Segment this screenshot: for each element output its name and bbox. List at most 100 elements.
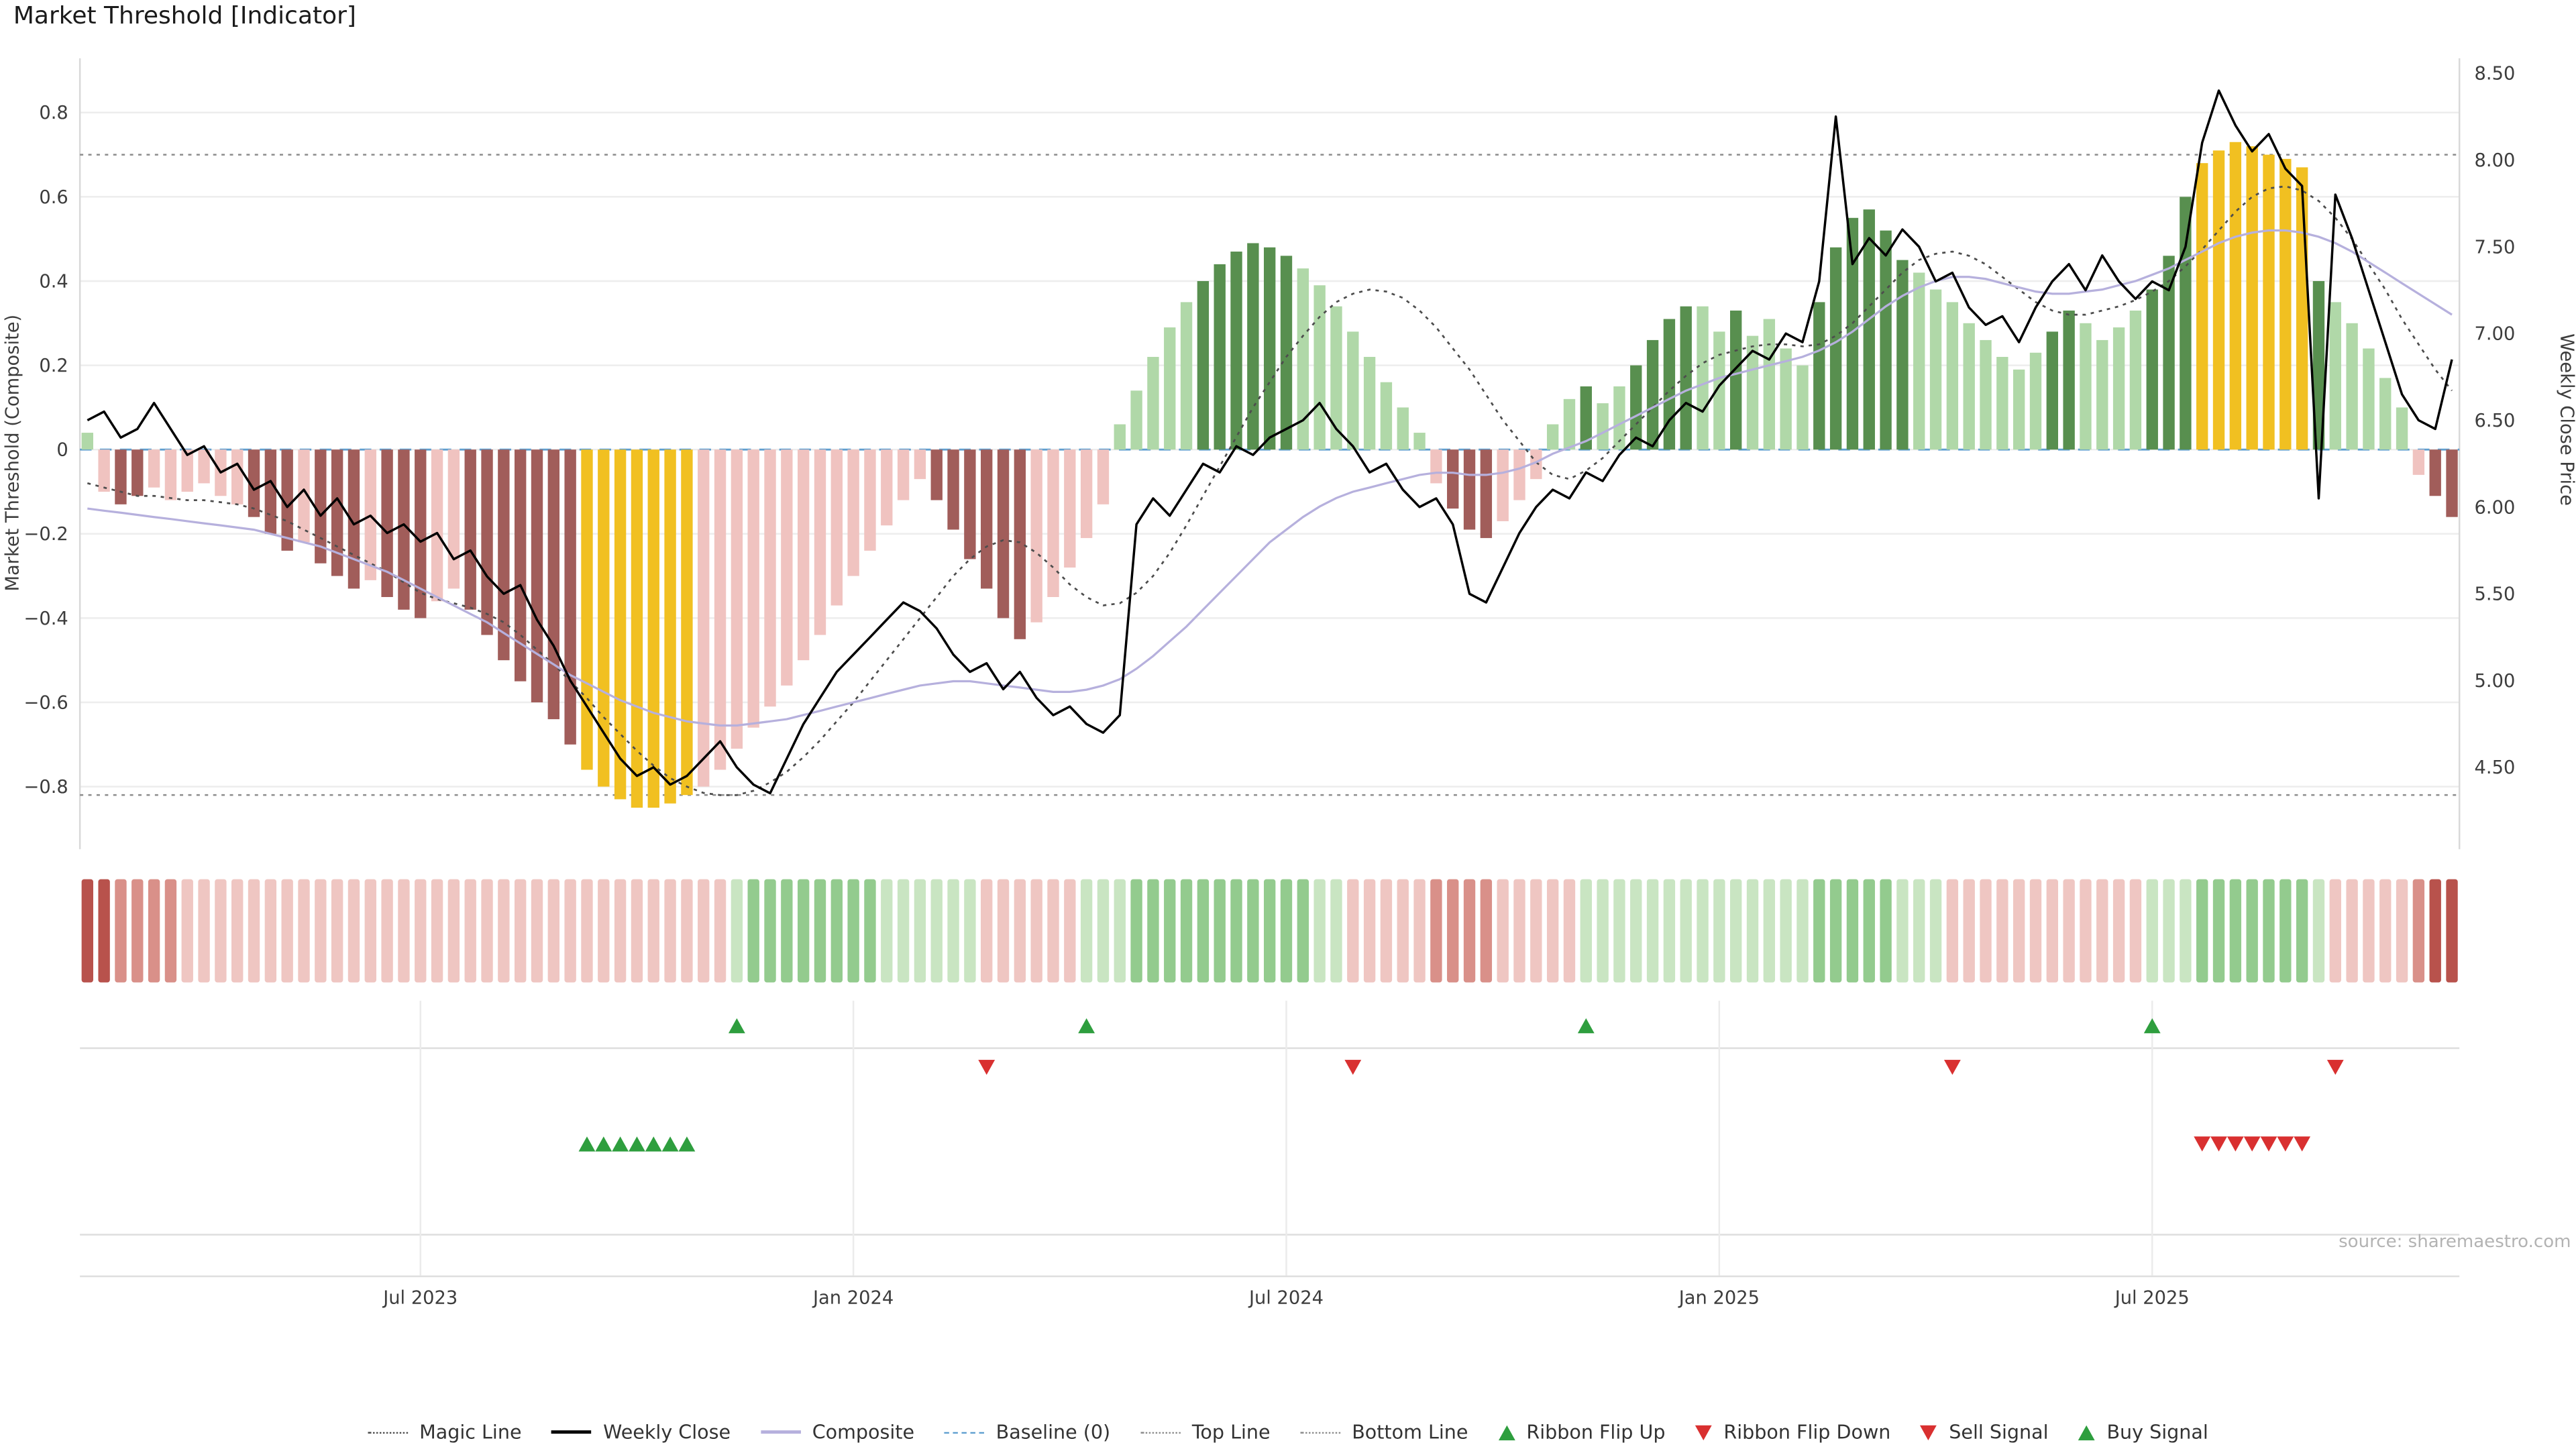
ribbon-cell bbox=[2212, 879, 2225, 983]
threshold-bar bbox=[1796, 365, 1809, 450]
ribbon-cell bbox=[1047, 879, 1059, 983]
ribbon-cell bbox=[1896, 879, 1909, 983]
buy-signal-marker bbox=[678, 1136, 696, 1152]
left-axis-title: Market Threshold (Composite) bbox=[2, 315, 23, 592]
ribbon-cell bbox=[2346, 879, 2358, 983]
threshold-bar bbox=[1030, 449, 1042, 623]
ribbon-cell bbox=[881, 879, 893, 983]
threshold-bar bbox=[481, 449, 493, 635]
threshold-bar bbox=[198, 449, 210, 484]
ribbon-cell bbox=[2312, 879, 2325, 983]
ribbon-cell bbox=[947, 879, 959, 983]
legend-item-ribbon-flip-up: Ribbon Flip Up bbox=[1498, 1420, 1666, 1444]
threshold-bar bbox=[714, 449, 727, 770]
threshold-bar bbox=[1597, 403, 1609, 450]
ribbon-cell bbox=[997, 879, 1010, 983]
right-tick-label: 6.50 bbox=[2475, 411, 2516, 431]
threshold-bar bbox=[698, 449, 710, 787]
right-tick-label: 5.00 bbox=[2475, 671, 2516, 692]
ribbon-cell bbox=[1563, 879, 1576, 983]
threshold-bar bbox=[1313, 285, 1326, 450]
ribbon-cell bbox=[1497, 879, 1509, 983]
threshold-bar bbox=[747, 449, 759, 728]
threshold-bar bbox=[2363, 348, 2375, 450]
ribbon-cell bbox=[1597, 879, 1609, 983]
sell-signal-marker bbox=[2260, 1136, 2277, 1152]
ribbon-cell bbox=[698, 879, 710, 983]
threshold-bar bbox=[598, 449, 610, 787]
ribbon-cell bbox=[1963, 879, 1975, 983]
threshold-bar bbox=[181, 449, 193, 492]
ribbon-cell bbox=[1330, 879, 1342, 983]
threshold-bar bbox=[2379, 378, 2392, 450]
left-tick-label: 0 bbox=[56, 440, 68, 461]
threshold-bar bbox=[431, 449, 443, 602]
threshold-bar bbox=[731, 449, 743, 749]
legend-label: Composite bbox=[812, 1420, 915, 1444]
ribbon-flip-up-marker bbox=[2143, 1018, 2161, 1034]
ribbon-cell bbox=[1480, 879, 1493, 983]
threshold-bar bbox=[1447, 449, 1459, 509]
ribbon-cell bbox=[547, 879, 560, 983]
threshold-bar bbox=[830, 449, 843, 606]
threshold-bar bbox=[1297, 268, 1309, 450]
ribbon-cell bbox=[1780, 879, 1792, 983]
threshold-bar bbox=[1080, 449, 1093, 539]
legend-label: Ribbon Flip Up bbox=[1526, 1420, 1666, 1444]
threshold-bar bbox=[2446, 449, 2458, 517]
threshold-bar bbox=[298, 449, 310, 543]
ribbon-cell bbox=[1064, 879, 1076, 983]
ribbon-cell bbox=[198, 879, 210, 983]
x-tick-label: Jul 2025 bbox=[2114, 1288, 2190, 1309]
threshold-bar bbox=[647, 449, 659, 808]
ribbon-cell bbox=[131, 879, 144, 983]
ribbon-cell bbox=[1447, 879, 1459, 983]
threshold-bar bbox=[1047, 449, 1059, 597]
threshold-bar bbox=[531, 449, 543, 702]
threshold-bar bbox=[2196, 163, 2208, 450]
buy-signal-marker bbox=[629, 1136, 645, 1152]
threshold-bar bbox=[1713, 331, 1725, 450]
threshold-bar bbox=[2080, 323, 2092, 450]
ribbon-cell bbox=[1080, 879, 1093, 983]
threshold-bar bbox=[2063, 310, 2075, 450]
threshold-bar bbox=[2312, 280, 2325, 450]
threshold-bar bbox=[1680, 306, 1692, 450]
threshold-bar bbox=[2412, 449, 2425, 475]
signal-panel bbox=[80, 1000, 2460, 1277]
ribbon-cell bbox=[281, 879, 293, 983]
ribbon-cell bbox=[1164, 879, 1176, 983]
threshold-bar bbox=[764, 449, 776, 707]
threshold-bar bbox=[1829, 247, 1842, 450]
right-tick-label: 8.50 bbox=[2475, 64, 2516, 85]
threshold-bar bbox=[930, 449, 943, 500]
left-tick-label: −0.6 bbox=[23, 692, 68, 713]
ribbon-flip-up-marker bbox=[1577, 1018, 1595, 1034]
threshold-bar bbox=[1996, 357, 2008, 450]
threshold-bar bbox=[881, 449, 893, 526]
threshold-bar bbox=[1929, 289, 1942, 450]
threshold-bar bbox=[2012, 369, 2025, 450]
sell-signal-marker bbox=[2226, 1136, 2244, 1152]
legend-label: Top Line bbox=[1191, 1420, 1271, 1444]
threshold-bar bbox=[964, 449, 976, 559]
threshold-bar bbox=[847, 449, 859, 576]
legend-item-buy-signal: Buy Signal bbox=[2078, 1420, 2208, 1444]
threshold-bar bbox=[631, 449, 643, 808]
ribbon-cell bbox=[2163, 879, 2175, 983]
legend-item-composite: Composite bbox=[760, 1420, 915, 1444]
threshold-bar bbox=[281, 449, 293, 551]
ribbon-cell bbox=[2046, 879, 2058, 983]
legend-label: Bottom Line bbox=[1352, 1420, 1468, 1444]
threshold-bar bbox=[2429, 449, 2441, 496]
legend-line-swatch bbox=[368, 1431, 408, 1433]
threshold-bar bbox=[1613, 386, 1625, 450]
threshold-bar bbox=[2096, 339, 2108, 450]
ribbon-cell bbox=[1097, 879, 1110, 983]
legend-item-magic-line: Magic Line bbox=[368, 1420, 522, 1444]
threshold-bar bbox=[231, 449, 244, 504]
threshold-bar bbox=[1197, 280, 1210, 450]
threshold-bar bbox=[897, 449, 910, 500]
ribbon-cell bbox=[98, 879, 110, 983]
